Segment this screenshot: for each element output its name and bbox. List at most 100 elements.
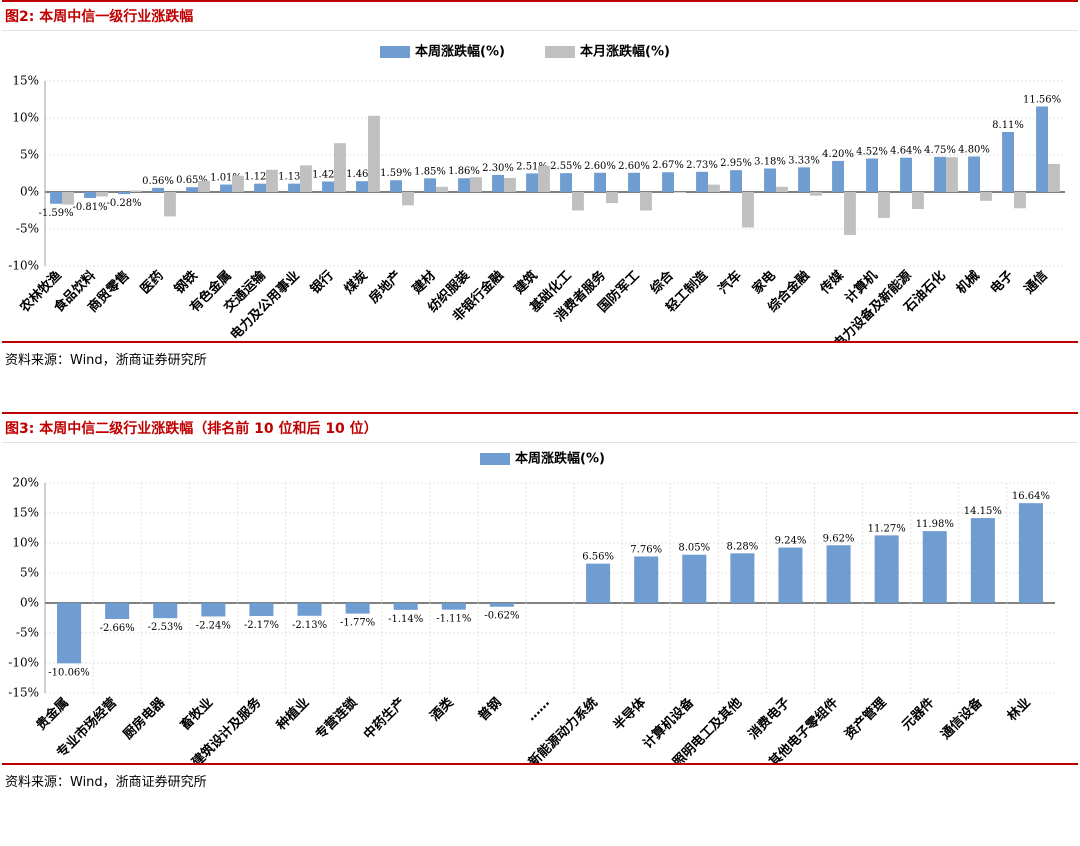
data-label-series0-12: 1.86% — [448, 166, 480, 177]
data-label-13: 8.05% — [678, 543, 710, 554]
y-tick-label-2: -5% — [16, 626, 39, 640]
data-label-series0-27: 4.80% — [958, 144, 990, 155]
bar-series0-26 — [934, 156, 946, 192]
bar-series1-27 — [980, 192, 992, 201]
bar-series1-7 — [300, 165, 312, 192]
category-label-3: 畜牧业 — [177, 695, 216, 734]
bar-17 — [874, 535, 899, 603]
bar-series1-5 — [232, 175, 244, 192]
category-label-3: 医药 — [137, 268, 167, 298]
category-label-18: 元器件 — [899, 695, 938, 734]
bar-series0-20 — [730, 170, 742, 192]
category-label-12: 半导体 — [610, 694, 650, 734]
data-label-series0-15: 2.55% — [550, 161, 582, 172]
category-label-6: 专营连锁 — [312, 695, 360, 743]
y-tick-label-0: -15% — [8, 686, 39, 700]
bar-series1-21 — [776, 186, 788, 192]
bar-series0-5 — [220, 184, 232, 192]
bar-series0-18 — [662, 172, 674, 192]
data-label-series0-2: -0.28% — [106, 198, 141, 209]
category-label-0: 贵金属 — [33, 695, 72, 734]
category-label-27: 机械 — [953, 268, 983, 298]
bar-12 — [634, 556, 659, 603]
legend-label-1: 本月涨跌幅(%) — [580, 44, 670, 60]
bar-series1-13 — [504, 177, 516, 192]
data-label-series0-19: 2.73% — [686, 160, 718, 171]
y-tick-label-0: -10% — [8, 259, 39, 273]
data-label-series0-26: 4.75% — [924, 145, 956, 156]
bar-1 — [105, 603, 130, 619]
category-label-8: 银行 — [307, 268, 337, 298]
category-label-5: 种植业 — [273, 695, 313, 735]
bar-series1-23 — [844, 192, 856, 235]
category-label-9: 普钢 — [475, 695, 505, 725]
data-label-17: 11.27% — [868, 523, 906, 534]
data-label-12: 7.76% — [630, 544, 662, 555]
bar-series1-1 — [96, 192, 108, 197]
bar-16 — [826, 545, 851, 603]
bar-series0-28 — [1002, 131, 1014, 192]
data-label-19: 14.15% — [964, 506, 1002, 517]
category-label-15: 消费电子 — [745, 695, 793, 743]
legend-swatch-1 — [545, 46, 575, 58]
bar-series0-24 — [866, 158, 878, 192]
data-label-6: -1.77% — [340, 618, 375, 629]
bar-series1-0 — [62, 192, 74, 205]
bar-6 — [345, 603, 370, 614]
bar-series1-22 — [810, 192, 822, 196]
legend-label-0: 本周涨跌幅(%) — [515, 451, 605, 467]
data-label-9: -0.62% — [484, 611, 519, 622]
bar-series1-15 — [572, 192, 584, 211]
bar-series1-8 — [334, 143, 346, 192]
bar-series0-22 — [798, 167, 810, 192]
data-label-20: 16.64% — [1012, 491, 1050, 502]
bar-series1-20 — [742, 192, 754, 228]
figure-title-1: 图2: 本周中信一级行业涨跌幅 — [5, 9, 194, 25]
bar-series1-16 — [606, 192, 618, 204]
data-label-1: -2.66% — [100, 623, 135, 634]
bar-series1-6 — [266, 169, 278, 192]
data-label-series0-16: 2.60% — [584, 161, 616, 172]
data-label-series0-8: 1.42% — [312, 169, 344, 180]
category-label-10: …… — [524, 695, 553, 724]
figure-title-2: 图3: 本周中信二级行业涨跌幅（排名前 10 位和后 10 位） — [5, 421, 378, 437]
bar-series0-2 — [118, 192, 130, 195]
data-label-series0-7: 1.13% — [278, 172, 310, 183]
data-label-series0-0: -1.59% — [38, 208, 73, 219]
data-label-series0-9: 1.46% — [346, 169, 378, 180]
data-label-3: -2.24% — [196, 620, 231, 631]
bar-19 — [970, 518, 995, 603]
bar-14 — [730, 553, 755, 603]
category-label-19: 通信设备 — [938, 694, 987, 743]
category-label-28: 电子 — [987, 268, 1017, 298]
figure-container-2: 图3: 本周中信二级行业涨跌幅（排名前 10 位和后 10 位） -15% -10… — [0, 412, 1080, 796]
data-label-series0-5: 1.01% — [210, 173, 242, 184]
category-label-9: 煤炭 — [341, 268, 371, 298]
y-tick-label-2: 0% — [20, 185, 39, 199]
bar-series0-17 — [628, 172, 640, 192]
y-tick-label-5: 10% — [12, 536, 39, 550]
legend-swatch-0 — [380, 46, 410, 58]
bar-series0-23 — [832, 160, 844, 192]
bar-series0-6 — [254, 183, 266, 192]
bar-series0-4 — [186, 187, 198, 192]
bar-13 — [682, 554, 707, 603]
y-tick-label-3: 0% — [20, 596, 39, 610]
bar-series0-13 — [492, 174, 504, 192]
bar-series0-8 — [322, 181, 334, 192]
bar-3 — [201, 603, 226, 617]
category-label-10: 房地产 — [366, 268, 405, 307]
data-label-series0-28: 8.11% — [992, 120, 1024, 131]
category-label-18: 综合 — [647, 267, 677, 297]
bar-series1-9 — [368, 115, 380, 192]
legend-swatch-0 — [480, 453, 510, 465]
figure-header-2: 图3: 本周中信二级行业涨跌幅（排名前 10 位和后 10 位） — [2, 412, 1078, 443]
data-label-8: -1.11% — [436, 614, 471, 625]
bar-11 — [586, 563, 611, 603]
bar-series0-12 — [458, 178, 470, 192]
data-label-18: 11.98% — [916, 519, 954, 530]
source-text-1: 资料来源：Wind，浙商证券研究所 — [5, 353, 207, 368]
data-label-2: -2.53% — [148, 622, 183, 633]
y-tick-label-4: 5% — [20, 566, 39, 580]
y-tick-label-7: 20% — [12, 476, 39, 490]
